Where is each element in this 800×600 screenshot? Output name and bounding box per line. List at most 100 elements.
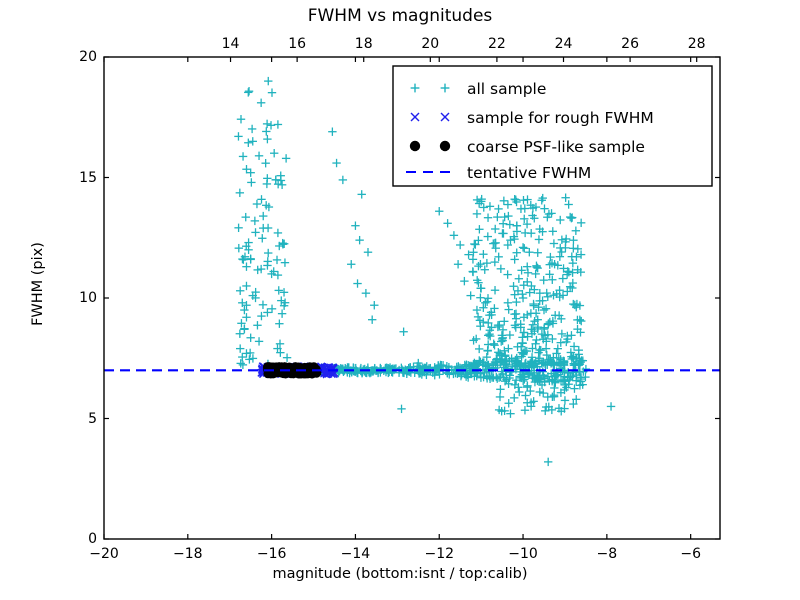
marker-plus	[242, 165, 251, 174]
marker-plus	[512, 197, 521, 207]
marker-plus	[522, 219, 532, 229]
marker-plus	[575, 301, 585, 310]
marker-plus	[472, 334, 481, 344]
marker-plus	[480, 368, 489, 378]
marker-plus	[523, 381, 532, 390]
marker-plus	[242, 242, 251, 251]
marker-plus	[351, 221, 360, 230]
marker-plus	[489, 373, 498, 382]
marker-plus	[493, 212, 502, 222]
marker-plus	[469, 248, 478, 257]
marker-plus	[476, 259, 485, 269]
marker-plus	[357, 190, 366, 199]
marker-plus	[489, 339, 498, 348]
y-tick-label: 15	[79, 169, 97, 186]
marker-plus	[577, 316, 586, 326]
marker-plus	[558, 274, 568, 283]
marker-plus	[361, 288, 371, 298]
marker-plus	[531, 309, 541, 318]
marker-plus	[539, 388, 548, 398]
marker-plus	[571, 226, 581, 235]
marker-plus	[514, 274, 524, 283]
marker-plus	[501, 360, 510, 370]
marker-plus	[548, 275, 557, 284]
marker-plus	[257, 195, 266, 204]
marker-plus	[267, 88, 277, 97]
marker-plus	[254, 337, 264, 346]
marker-plus	[561, 193, 570, 202]
marker-plus	[263, 257, 272, 266]
marker-plus	[476, 321, 485, 331]
marker-plus	[491, 224, 500, 234]
marker-plus	[238, 152, 248, 161]
marker-plus	[256, 98, 266, 107]
x-tick-top: 22	[487, 36, 506, 52]
marker-plus	[367, 315, 377, 324]
marker-plus	[468, 255, 478, 264]
marker-plus	[248, 354, 258, 363]
marker-plus	[557, 247, 566, 257]
marker-plus	[531, 339, 540, 348]
marker-plus	[479, 303, 488, 312]
legend-label: coarse PSF-like sample	[467, 138, 645, 156]
marker-plus	[490, 341, 499, 350]
marker-plus	[476, 293, 485, 302]
marker-plus	[541, 304, 551, 313]
marker-plus	[328, 127, 337, 136]
marker-plus	[487, 323, 496, 332]
marker-plus	[504, 211, 513, 221]
marker-plus	[410, 83, 420, 93]
marker-plus	[267, 304, 277, 314]
x-tick-bottom: −20	[89, 546, 119, 562]
marker-plus	[258, 234, 267, 243]
marker-plus	[262, 179, 272, 189]
marker-plus	[573, 244, 583, 254]
marker-plus	[399, 327, 408, 336]
marker-plus	[548, 319, 558, 328]
marker-plus	[261, 158, 270, 168]
marker-cross	[440, 112, 450, 122]
marker-plus	[556, 388, 566, 397]
marker-plus	[541, 402, 551, 412]
marker-plus	[277, 309, 287, 318]
marker-plus	[332, 158, 341, 168]
marker-plus	[240, 324, 249, 333]
marker-plus	[244, 87, 254, 96]
marker-plus	[500, 212, 509, 222]
x-axis-label: magnitude (bottom:isnt / top:calib)	[272, 566, 528, 582]
marker-plus	[569, 236, 578, 245]
marker-plus	[563, 287, 572, 296]
marker-plus	[271, 175, 280, 184]
marker-dot	[439, 140, 451, 152]
marker-plus	[252, 199, 262, 209]
marker-plus	[460, 360, 469, 370]
marker-plus	[564, 268, 574, 277]
marker-plus	[238, 352, 247, 362]
marker-plus	[486, 331, 495, 341]
marker-plus	[277, 180, 287, 190]
marker-plus	[246, 333, 255, 342]
marker-plus	[491, 358, 500, 367]
marker-plus	[517, 266, 526, 275]
marker-plus	[523, 195, 532, 204]
marker-plus	[506, 409, 515, 418]
y-tick-label: 10	[79, 290, 97, 306]
marker-plus	[474, 261, 483, 271]
marker-plus	[510, 234, 519, 244]
marker-plus	[513, 286, 523, 296]
marker-plus	[257, 311, 266, 321]
marker-plus	[572, 395, 581, 404]
marker-plus	[500, 317, 509, 326]
marker-plus	[559, 359, 568, 369]
marker-plus	[572, 354, 582, 363]
marker-plus	[483, 340, 493, 349]
marker-plus	[496, 264, 506, 274]
marker-plus	[545, 376, 554, 386]
marker-plus	[515, 387, 524, 397]
chart-title: FWHM vs magnitudes	[307, 6, 493, 26]
marker-plus	[556, 215, 565, 225]
marker-plus	[538, 193, 547, 203]
x-tick-bottom: −12	[424, 546, 455, 562]
marker-plus	[482, 258, 492, 268]
